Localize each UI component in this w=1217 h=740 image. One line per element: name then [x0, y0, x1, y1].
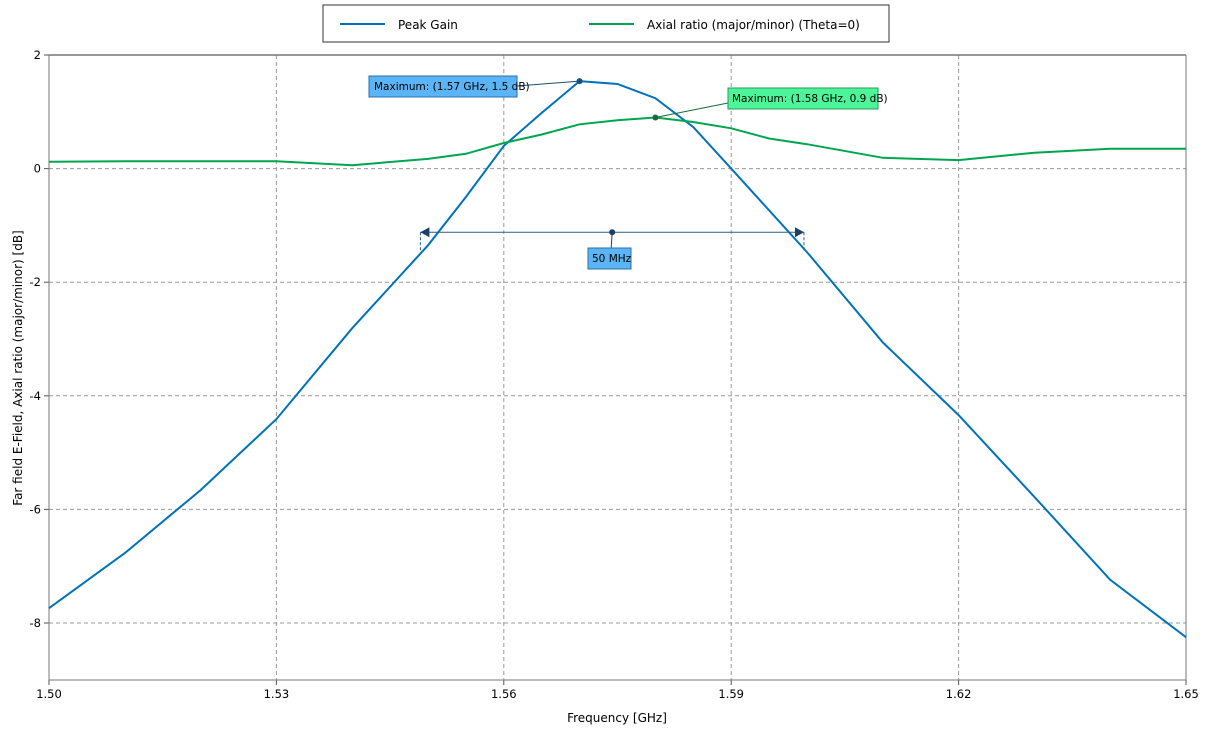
axes: 1.50 1.53 1.56 1.59 1.62 1.65 2 0 -2 -4 -6 -8 [30, 48, 1199, 701]
legend-label-axial-ratio: Axial ratio (major/minor) (Theta=0) [647, 18, 860, 32]
y-tick-label: 0 [34, 162, 41, 176]
series-line-peak-gain [48, 80, 1187, 638]
legend-label-peak-gain: Peak Gain [398, 18, 458, 32]
annotations: Maximum: (1.57 GHz, 1.5 dB) Maximum: (1.5… [368, 75, 888, 270]
x-tick-label: 1.65 [1173, 687, 1199, 701]
plot-area [49, 55, 1186, 680]
annotation-box-peak-gain-max [368, 75, 518, 98]
annotation-marker [652, 114, 659, 121]
annotation-box-bandwidth [587, 247, 632, 270]
x-tick-label: 1.59 [718, 687, 744, 701]
series-layer [48, 80, 1187, 638]
annotation-marker [576, 78, 583, 85]
y-tick-label: -8 [30, 616, 41, 630]
y-tick-label: -2 [30, 275, 41, 289]
annotation-leader [655, 102, 729, 118]
y-tick-label: -6 [30, 502, 41, 516]
x-axis-label: Frequency [GHz] [567, 711, 667, 725]
arrow-right-icon [794, 227, 804, 238]
y-tick-label: -4 [30, 389, 41, 403]
annotation-text: Maximum: (1.58 GHz, 0.9 dB) [732, 93, 888, 105]
grid [49, 55, 1186, 680]
series-line-axial-ratio [48, 116, 1186, 167]
annotation-text: Maximum: (1.57 GHz, 1.5 dB) [374, 81, 530, 93]
y-axis-label: Far field E-Field, Axial ratio (major/mi… [11, 230, 25, 505]
annotation-leader [516, 80, 580, 87]
x-tick-label: 1.62 [946, 687, 972, 701]
annotation-text: 50 MHz [592, 253, 632, 265]
annotation-box-axial-ratio-max [727, 87, 879, 110]
x-tick-label: 1.50 [36, 687, 62, 701]
legend: Peak Gain Axial ratio (major/minor) (The… [322, 4, 890, 43]
x-tick-label: 1.53 [264, 687, 290, 701]
y-tick-label: 2 [34, 48, 41, 62]
annotation-leader [610, 232, 613, 249]
x-tick-label: 1.56 [491, 687, 517, 701]
arrow-left-icon [420, 227, 430, 238]
